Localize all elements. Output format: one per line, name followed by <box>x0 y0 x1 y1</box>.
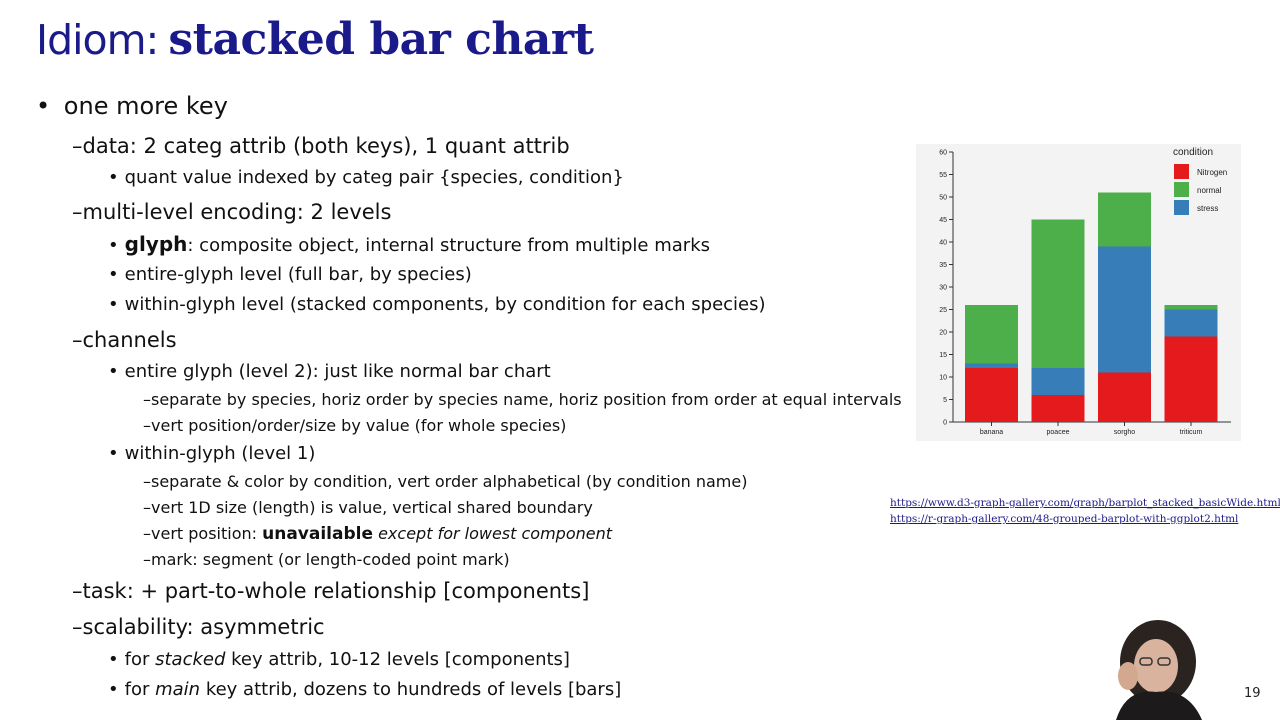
bar-segment <box>1098 372 1151 422</box>
bullet-item: • glyph: composite object, internal struc… <box>108 232 710 256</box>
legend-swatch <box>1174 182 1189 197</box>
bar-segment <box>1098 246 1151 373</box>
bar-segment <box>1164 305 1218 310</box>
y-tick-label: 30 <box>939 285 947 292</box>
reference-links: https://www.d3-graph-gallery.com/graph/b… <box>890 497 1280 529</box>
bar-segment <box>965 305 1018 364</box>
bar-segment <box>1164 336 1218 422</box>
bullet-item: –mark: segment (or length-coded point ma… <box>143 550 510 569</box>
legend-label: normal <box>1197 186 1222 195</box>
bullet-item: –multi-level encoding: 2 levels <box>72 200 392 224</box>
bullet-item: –scalability: asymmetric <box>72 615 325 639</box>
legend-label: stress <box>1197 204 1218 213</box>
bullet-item: • entire glyph (level 2): just like norma… <box>108 361 551 382</box>
y-tick-label: 40 <box>939 240 947 247</box>
bar-segment <box>1031 219 1085 368</box>
bar-segment <box>1164 309 1218 337</box>
bullet-item: • one more key <box>36 92 228 120</box>
bullet-item: –separate & color by condition, vert ord… <box>143 472 748 491</box>
bar-segment <box>965 368 1018 422</box>
y-tick-label: 20 <box>939 330 947 337</box>
x-tick-label: sorgho <box>1114 429 1136 436</box>
bullet-item: • for main key attrib, dozens to hundreds… <box>108 679 622 700</box>
legend-swatch <box>1174 164 1189 179</box>
y-tick-label: 60 <box>939 150 947 157</box>
bar-segment <box>1031 395 1085 422</box>
bar-segment <box>965 363 1018 368</box>
stacked-bar-chart: 0 5 10 15 20 25 30 35 40 45 50 55 60 banana poacee sorg… <box>916 144 1241 441</box>
y-tick-label: 0 <box>943 420 947 427</box>
bullet-item: –task: + part-to-whole relationship [com… <box>72 579 590 603</box>
bullet-item: –data: 2 categ attrib (both keys), 1 qua… <box>72 134 570 158</box>
bullet-item: • entire-glyph level (full bar, by specie… <box>108 264 472 285</box>
reference-link-2[interactable]: https://r-graph-gallery.com/48-grouped-b… <box>890 513 1239 525</box>
reference-link-1[interactable]: https://www.d3-graph-gallery.com/graph/b… <box>890 497 1280 509</box>
page-title: Idiom: stacked bar chart <box>36 14 594 70</box>
y-tick-label: 45 <box>939 217 947 224</box>
bullet-item: –vert position/order/size by value (for … <box>143 416 567 435</box>
chart-svg: 0 5 10 15 20 25 30 35 40 45 50 55 60 banana poacee sorg… <box>939 147 1231 436</box>
speaker-video-thumbnail <box>1076 616 1226 720</box>
legend-label: Nitrogen <box>1197 168 1227 177</box>
bullet-item: • within-glyph level (stacked components,… <box>108 294 766 315</box>
y-tick-label: 25 <box>939 307 947 314</box>
title-prefix: Idiom: <box>36 16 159 64</box>
y-tick-label: 5 <box>943 397 947 404</box>
bar-segment <box>1098 192 1151 247</box>
x-tick-label: banana <box>980 429 1003 436</box>
y-tick-label: 10 <box>939 375 947 382</box>
bullet-item: • within-glyph (level 1) <box>108 443 316 464</box>
bullet-item: • quant value indexed by categ pair {spec… <box>108 167 624 188</box>
y-tick-label: 35 <box>939 262 947 269</box>
legend-title: condition <box>1173 147 1213 158</box>
bullet-item: –channels <box>72 328 177 352</box>
bar-segment <box>1031 368 1085 395</box>
y-tick-label: 55 <box>939 172 947 179</box>
legend-swatch <box>1174 200 1189 215</box>
bullet-item: –vert position: unavailable except for l… <box>143 524 613 544</box>
y-tick-label: 15 <box>939 352 947 359</box>
bullet-item: –vert 1D size (length) is value, vertica… <box>143 498 593 517</box>
x-tick-label: triticum <box>1180 429 1203 436</box>
bullet-item: –separate by species, horiz order by spe… <box>143 390 902 409</box>
bullet-item: • for stacked key attrib, 10-12 levels [c… <box>108 649 570 670</box>
y-tick-label: 50 <box>939 195 947 202</box>
title-main: stacked bar chart <box>168 14 594 65</box>
x-tick-label: poacee <box>1047 429 1070 436</box>
page-number: 19 <box>1244 686 1261 701</box>
